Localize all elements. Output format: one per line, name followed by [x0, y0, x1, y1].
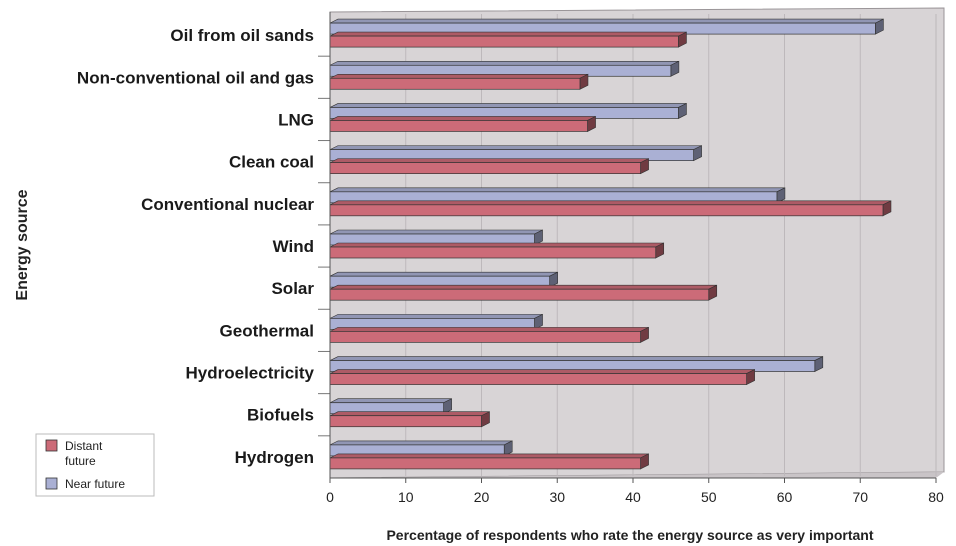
category-label: Hydrogen — [235, 448, 314, 467]
bar — [329, 453, 649, 470]
category-labels: Oil from oil sands Non-conventional oil a… — [77, 26, 330, 467]
x-axis: 0 10 20 30 40 50 60 70 80 — [326, 12, 944, 505]
legend-label: Distant — [65, 439, 103, 453]
bar — [329, 242, 665, 259]
x-tick-label: 20 — [474, 489, 490, 505]
plot-floor — [330, 472, 944, 478]
x-tick-label: 0 — [326, 489, 334, 505]
legend-swatch — [45, 439, 58, 452]
bar — [329, 73, 589, 90]
bar — [329, 200, 892, 217]
category-label: Hydroelectricity — [186, 364, 315, 383]
legend-label: Near future — [65, 477, 125, 491]
category-label: Biofuels — [247, 406, 314, 425]
bar — [329, 158, 649, 175]
category-label: Geothermal — [220, 321, 314, 340]
bar — [329, 398, 452, 415]
x-tick-label: 80 — [928, 489, 944, 505]
bar — [329, 115, 596, 132]
legend-entry: Near future — [45, 477, 125, 491]
bars — [329, 18, 892, 470]
bar — [329, 440, 513, 457]
x-axis-title: Percentage of respondents who rate the e… — [386, 527, 873, 543]
x-tick-label: 40 — [625, 489, 641, 505]
x-tick-label: 30 — [549, 489, 565, 505]
bar — [329, 284, 718, 301]
bar — [329, 326, 649, 343]
category-label: Non-conventional oil and gas — [77, 68, 314, 87]
category-label: Clean coal — [229, 153, 314, 172]
category-label: Oil from oil sands — [170, 26, 314, 45]
bar — [329, 60, 680, 77]
y-axis-title: Energy source — [14, 189, 31, 300]
bar — [329, 18, 884, 35]
bar — [329, 369, 755, 386]
bar — [329, 31, 687, 48]
x-tick-label: 70 — [852, 489, 868, 505]
bar — [329, 411, 490, 428]
category-label: Solar — [271, 279, 314, 298]
legend-swatch — [45, 477, 58, 490]
x-tick-label: 10 — [398, 489, 414, 505]
category-label: LNG — [278, 110, 314, 129]
legend-label: future — [65, 454, 96, 468]
category-label: Conventional nuclear — [141, 195, 314, 214]
category-label: Wind — [273, 237, 314, 256]
x-tick-label: 50 — [701, 489, 717, 505]
x-tick-label: 60 — [777, 489, 793, 505]
